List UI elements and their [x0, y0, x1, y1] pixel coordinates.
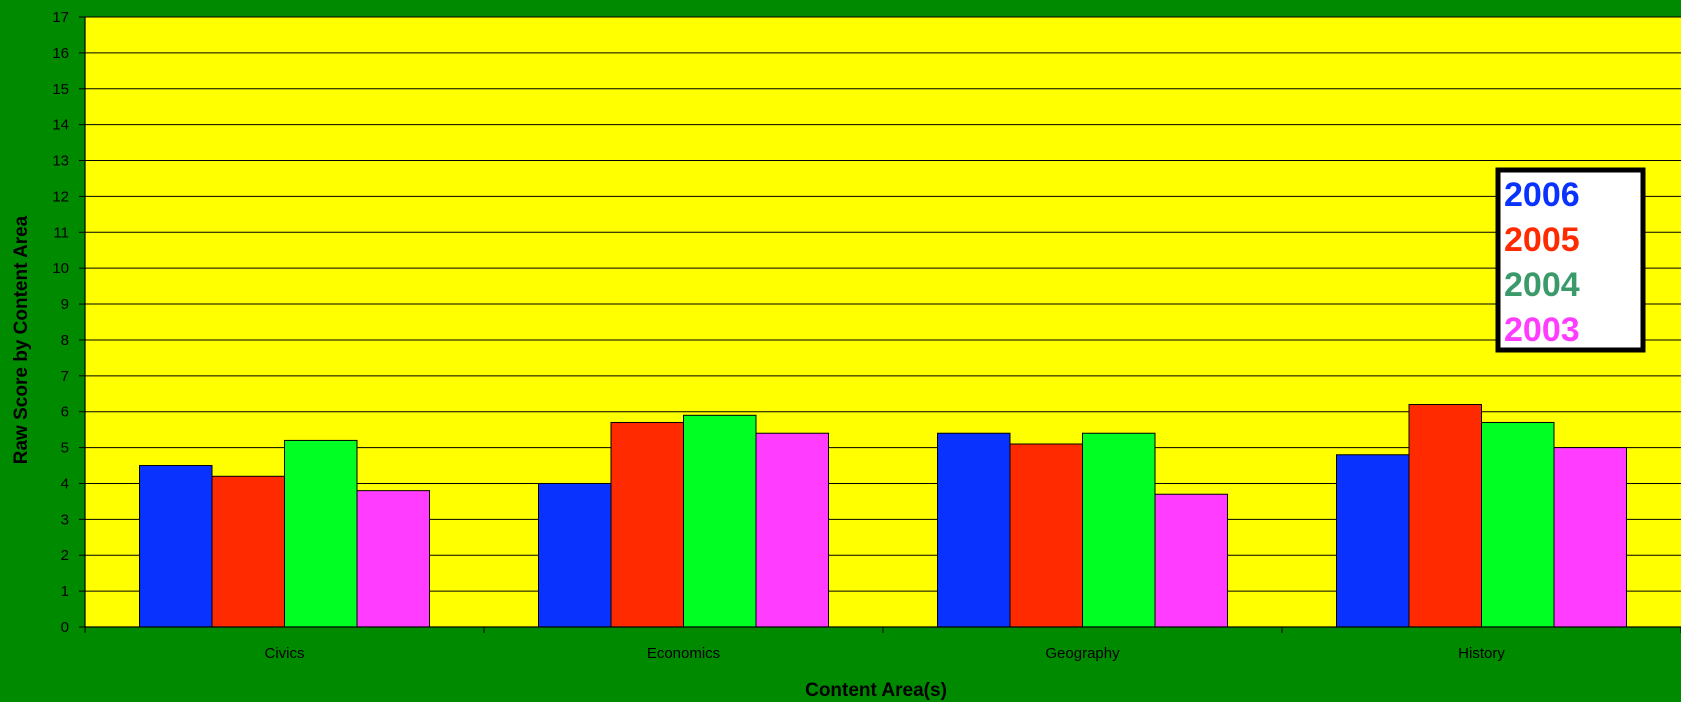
bar-2006-geography [937, 432, 1011, 628]
y-tick-label: 2 [61, 547, 69, 564]
legend-item-2003: 2003 [1504, 311, 1580, 349]
x-tick-label: Economics [647, 645, 720, 662]
y-tick-label: 8 [61, 332, 69, 349]
bars [139, 404, 1627, 628]
legend: 2006 2005 2004 2003 [1495, 167, 1646, 353]
y-tick-label: 7 [61, 368, 69, 385]
y-tick-label: 5 [61, 440, 69, 457]
bar-2003-geography [1154, 493, 1228, 628]
y-tick-label: 3 [61, 511, 69, 528]
y-tick-label: 10 [52, 260, 69, 277]
x-tick-label: Civics [265, 645, 305, 662]
legend-item-2005: 2005 [1504, 221, 1580, 259]
y-tick-label: 4 [61, 475, 69, 492]
bar-2005-civics [211, 475, 285, 628]
bar-2005-geography [1009, 443, 1083, 628]
bar-2003-economics [755, 432, 829, 628]
legend-box [1495, 167, 1646, 353]
bar-2006-civics [139, 465, 213, 628]
bar-2006-history [1336, 454, 1410, 628]
bar-2004-economics [683, 414, 757, 628]
y-tick-label: 1 [61, 583, 69, 600]
x-tick-label: Geography [1045, 645, 1120, 662]
x-tick-label: History [1458, 645, 1505, 662]
y-tick-label: 16 [52, 45, 69, 62]
bar-2003-history [1553, 447, 1627, 628]
y-tick-label: 15 [52, 81, 69, 98]
y-tick-label: 12 [52, 188, 69, 205]
y-tick-label: 0 [61, 619, 69, 636]
y-tick-label: 9 [61, 296, 69, 313]
y-tick-label: 13 [52, 153, 69, 170]
y-axis-title: Raw Score by Content Area [11, 215, 32, 464]
legend-item-2004: 2004 [1504, 266, 1580, 304]
bar-2006-economics [538, 482, 612, 628]
bar-2004-geography [1082, 432, 1156, 628]
y-tick-label: 14 [52, 117, 69, 134]
bar-2004-civics [284, 439, 358, 628]
bar-2005-economics [610, 421, 684, 628]
y-tick-label: 6 [61, 404, 69, 421]
bar-2004-history [1481, 421, 1555, 628]
x-axis-title: Content Area(s) [805, 680, 947, 701]
y-tick-label: 11 [53, 224, 69, 241]
legend-item-2006: 2006 [1504, 176, 1580, 214]
y-tick-label: 17 [52, 9, 69, 26]
x-axis: Civics Economics Geography History [84, 626, 1681, 662]
bar-2005-history [1408, 404, 1482, 628]
bar-2003-civics [356, 490, 430, 628]
